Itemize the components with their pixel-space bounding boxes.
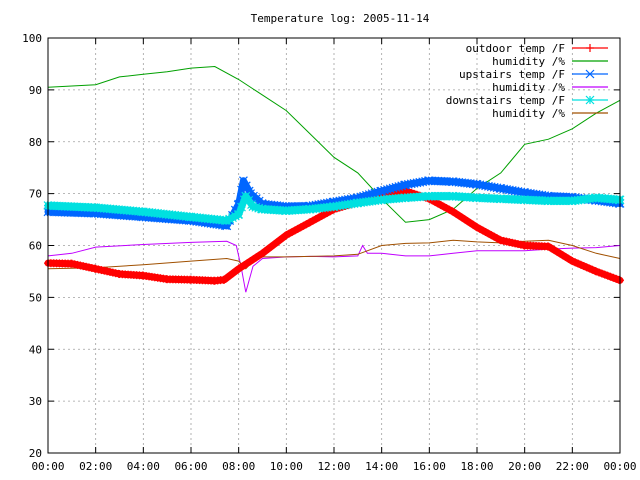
x-tick-label: 18:00 [460,460,493,473]
grid [48,38,620,453]
data-point [385,184,395,194]
data-point [388,183,398,193]
legend-marker [585,95,595,105]
data-point [237,202,246,212]
series-line [47,65,621,223]
y-tick-label: 90 [29,84,42,97]
legend-label: humidity /% [492,81,565,94]
y-tick-label: 70 [29,188,42,201]
data-point [391,182,401,192]
y-tick-label: 50 [29,291,42,304]
x-tick-label: 12:00 [317,460,350,473]
data-point [239,176,248,186]
data-point [234,209,244,219]
x-tick-label: 00:00 [31,460,64,473]
legend-label: downstairs temp /F [446,94,565,107]
series-line [47,239,621,270]
legend-label: humidity /% [492,55,565,68]
x-tick-label: 04:00 [127,460,160,473]
data-point [394,182,404,191]
x-tick-label: 00:00 [603,460,636,473]
data-point [382,185,392,194]
data-point [367,189,377,199]
legend-label: upstairs temp /F [459,68,565,81]
x-tick-label: 06:00 [174,460,207,473]
x-tick-label: 08:00 [222,460,255,473]
data-point [380,185,389,195]
y-tick-label: 40 [29,343,42,356]
legend-label: humidity /% [492,107,565,120]
y-tick-label: 80 [29,136,42,149]
series-layer [43,65,625,293]
series-5 [47,239,621,270]
series-0 [44,187,624,285]
y-tick-label: 30 [29,395,42,408]
y-tick-label: 100 [22,32,42,45]
x-tick-label: 22:00 [556,460,589,473]
x-tick-label: 20:00 [508,460,541,473]
x-tick-label: 16:00 [413,460,446,473]
legend-label: outdoor temp /F [466,42,565,55]
x-tick-label: 10:00 [270,460,303,473]
series-line [47,240,621,293]
legend-marker [585,69,595,79]
axis-ticks: 20 30 40 50 60 70 80 90 100 00:00 02:00 04:00 06:00 0… [22,32,636,473]
chart-title: Temperature log: 2005-11-14 [251,12,430,25]
data-point [444,177,454,186]
data-point [241,181,251,191]
x-tick-label: 02:00 [79,460,112,473]
legend-marker [586,44,594,52]
series-4 [43,191,625,226]
data-point [377,186,387,196]
y-tick-label: 60 [29,240,42,253]
data-point [370,188,380,198]
x-tick-label: 14:00 [365,460,398,473]
y-tick-label: 20 [29,447,42,460]
plot-frame [47,37,621,454]
series-3 [47,240,621,293]
series-1 [47,65,621,223]
